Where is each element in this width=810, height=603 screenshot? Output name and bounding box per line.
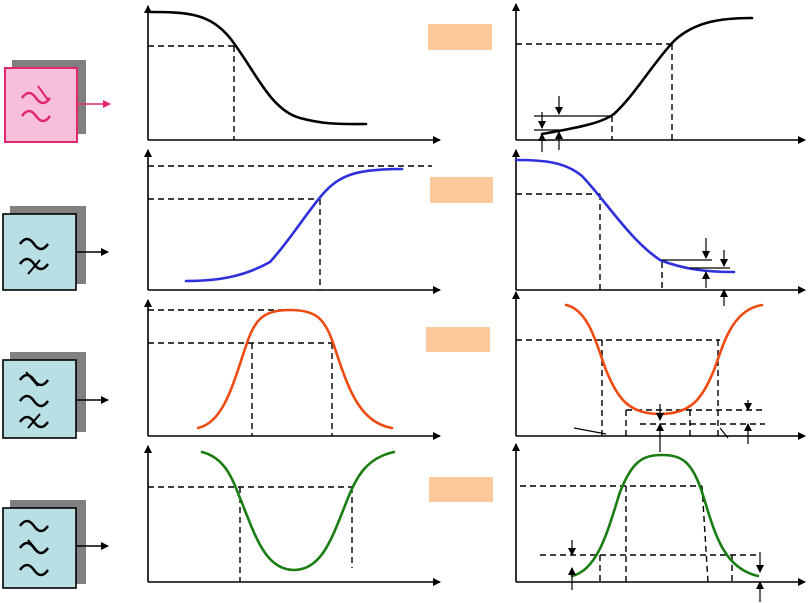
bandpass-ideal-response xyxy=(144,299,441,440)
lowpass-real-response xyxy=(512,3,806,152)
row-bandstop xyxy=(2,443,806,602)
row-lowpass xyxy=(4,3,806,152)
row-highpass xyxy=(2,149,806,306)
bandstop-ideal-response xyxy=(144,445,441,586)
highpass-label-tag xyxy=(430,177,493,203)
lowpass-ideal-response xyxy=(144,5,441,144)
highpass-filter-icon xyxy=(2,206,109,291)
bandpass-real-response xyxy=(512,291,806,452)
bandstop-filter-icon xyxy=(2,500,109,589)
lowpass-filter-icon xyxy=(4,60,111,143)
bandpass-label-tag xyxy=(426,327,490,352)
highpass-real-response xyxy=(512,149,806,306)
bandstop-label-tag xyxy=(429,477,493,502)
bandpass-filter-icon xyxy=(2,352,109,439)
lowpass-label-tag xyxy=(428,24,492,50)
bandstop-real-response xyxy=(512,443,806,602)
row-bandpass xyxy=(2,291,806,452)
highpass-ideal-response xyxy=(144,149,441,294)
